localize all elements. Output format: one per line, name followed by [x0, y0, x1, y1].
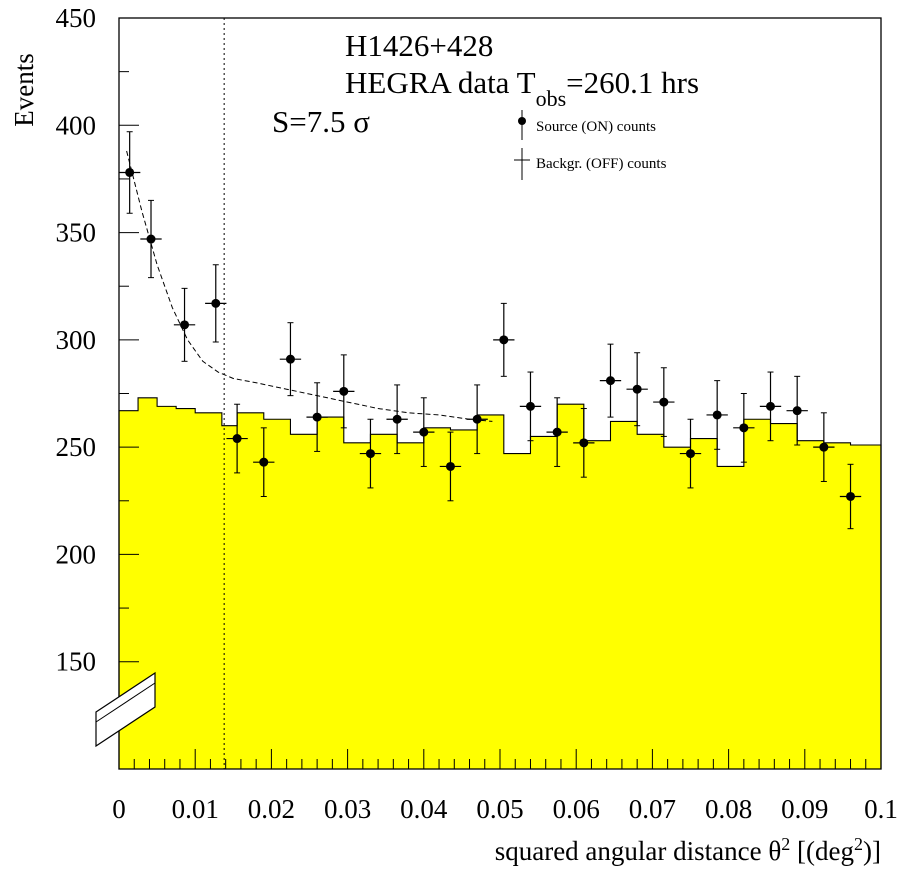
legend-entry-off: Backgr. (OFF) counts [536, 156, 667, 172]
background-bin [450, 430, 477, 769]
background-bin [637, 434, 664, 769]
background-bin [744, 419, 771, 769]
data-point [626, 353, 647, 426]
annotation-source: H1426+428 [345, 28, 493, 63]
legend-entry-on: Source (ON) counts [536, 119, 656, 135]
data-point [280, 323, 301, 396]
data-marker [147, 235, 156, 244]
data-marker [659, 398, 668, 407]
data-marker [793, 406, 802, 415]
background-bin [717, 466, 744, 769]
background-bin [370, 434, 397, 769]
x-tick-label: 0.1 [864, 794, 898, 824]
x-tick-label: 0.04 [400, 794, 448, 824]
data-marker [446, 462, 455, 471]
legend: Source (ON) counts Backgr. (OFF) counts [514, 110, 667, 180]
annotation-hegra: HEGRA data Tobs=260.1 hrs [345, 65, 699, 111]
data-marker [125, 168, 134, 177]
y-tick-label: 400 [56, 110, 97, 140]
y-tick-label: 300 [56, 325, 97, 355]
data-marker [526, 402, 535, 411]
background-bin [424, 428, 451, 769]
data-marker [233, 434, 242, 443]
x-tick-label: 0 [112, 794, 126, 824]
x-tick-label: 0.03 [324, 794, 371, 824]
x-tick-label: 0.05 [476, 794, 523, 824]
background-bin [195, 413, 222, 769]
x-tick-label: 0.06 [553, 794, 600, 824]
y-tick-label: 250 [56, 432, 97, 462]
data-marker [393, 415, 402, 424]
y-tick-label: 350 [56, 218, 97, 248]
background-bin [397, 443, 424, 769]
data-marker [313, 413, 322, 422]
background-bin [157, 406, 176, 769]
background-bin [222, 426, 237, 769]
background-bin [557, 404, 584, 769]
data-marker [633, 385, 642, 394]
data-marker [180, 320, 189, 329]
fit-curve [127, 151, 493, 421]
background-bin [317, 417, 344, 769]
data-point [205, 265, 226, 342]
background-bin [176, 409, 195, 769]
data-point [653, 368, 674, 437]
data-point [600, 344, 621, 417]
data-point [520, 372, 541, 441]
data-marker [606, 376, 615, 385]
data-point [493, 303, 514, 376]
x-tick-label: 0.09 [781, 794, 828, 824]
background-bin [504, 454, 531, 769]
background-bin [610, 421, 637, 769]
background-bin [477, 415, 504, 769]
histogram-layer [119, 398, 881, 769]
background-bin [851, 445, 881, 769]
background-bin [584, 441, 611, 769]
data-marker [499, 335, 508, 344]
y-tick-label: 200 [56, 539, 97, 569]
data-marker [259, 458, 268, 467]
x-tick-label: 0.07 [629, 794, 676, 824]
data-marker [579, 438, 588, 447]
data-marker [819, 443, 828, 452]
legend-marker-on [518, 117, 526, 125]
data-marker [766, 402, 775, 411]
data-marker [286, 355, 295, 364]
background-bin [824, 443, 851, 769]
y-axis-label: Events [9, 53, 39, 127]
background-bin [264, 419, 291, 769]
data-marker [473, 415, 482, 424]
x-tick-label: 0.08 [705, 794, 752, 824]
background-bin [237, 413, 264, 769]
data-marker [339, 387, 348, 396]
data-marker [211, 299, 220, 308]
background-bin [530, 436, 557, 769]
x-axis-label: squared angular distance θ2 [(deg2)] [495, 834, 881, 866]
background-bin [691, 439, 718, 769]
data-marker [366, 449, 375, 458]
y-tick-label: 150 [56, 647, 97, 677]
y-tick-label: 450 [56, 3, 97, 33]
background-bin [771, 424, 798, 769]
data-point [174, 288, 195, 361]
data-marker [419, 428, 428, 437]
background-bin [290, 434, 317, 769]
background-bin [664, 447, 691, 769]
data-marker [553, 428, 562, 437]
background-bin [344, 443, 371, 769]
data-marker [686, 449, 695, 458]
data-marker [846, 492, 855, 501]
data-point [119, 132, 140, 214]
x-tick-label: 0.02 [248, 794, 295, 824]
background-bin [797, 441, 824, 769]
data-point [140, 200, 161, 277]
x-tick-label: 0.01 [172, 794, 219, 824]
data-marker [713, 410, 722, 419]
annotation-significance: S=7.5 σ [272, 104, 370, 139]
data-marker [739, 423, 748, 432]
